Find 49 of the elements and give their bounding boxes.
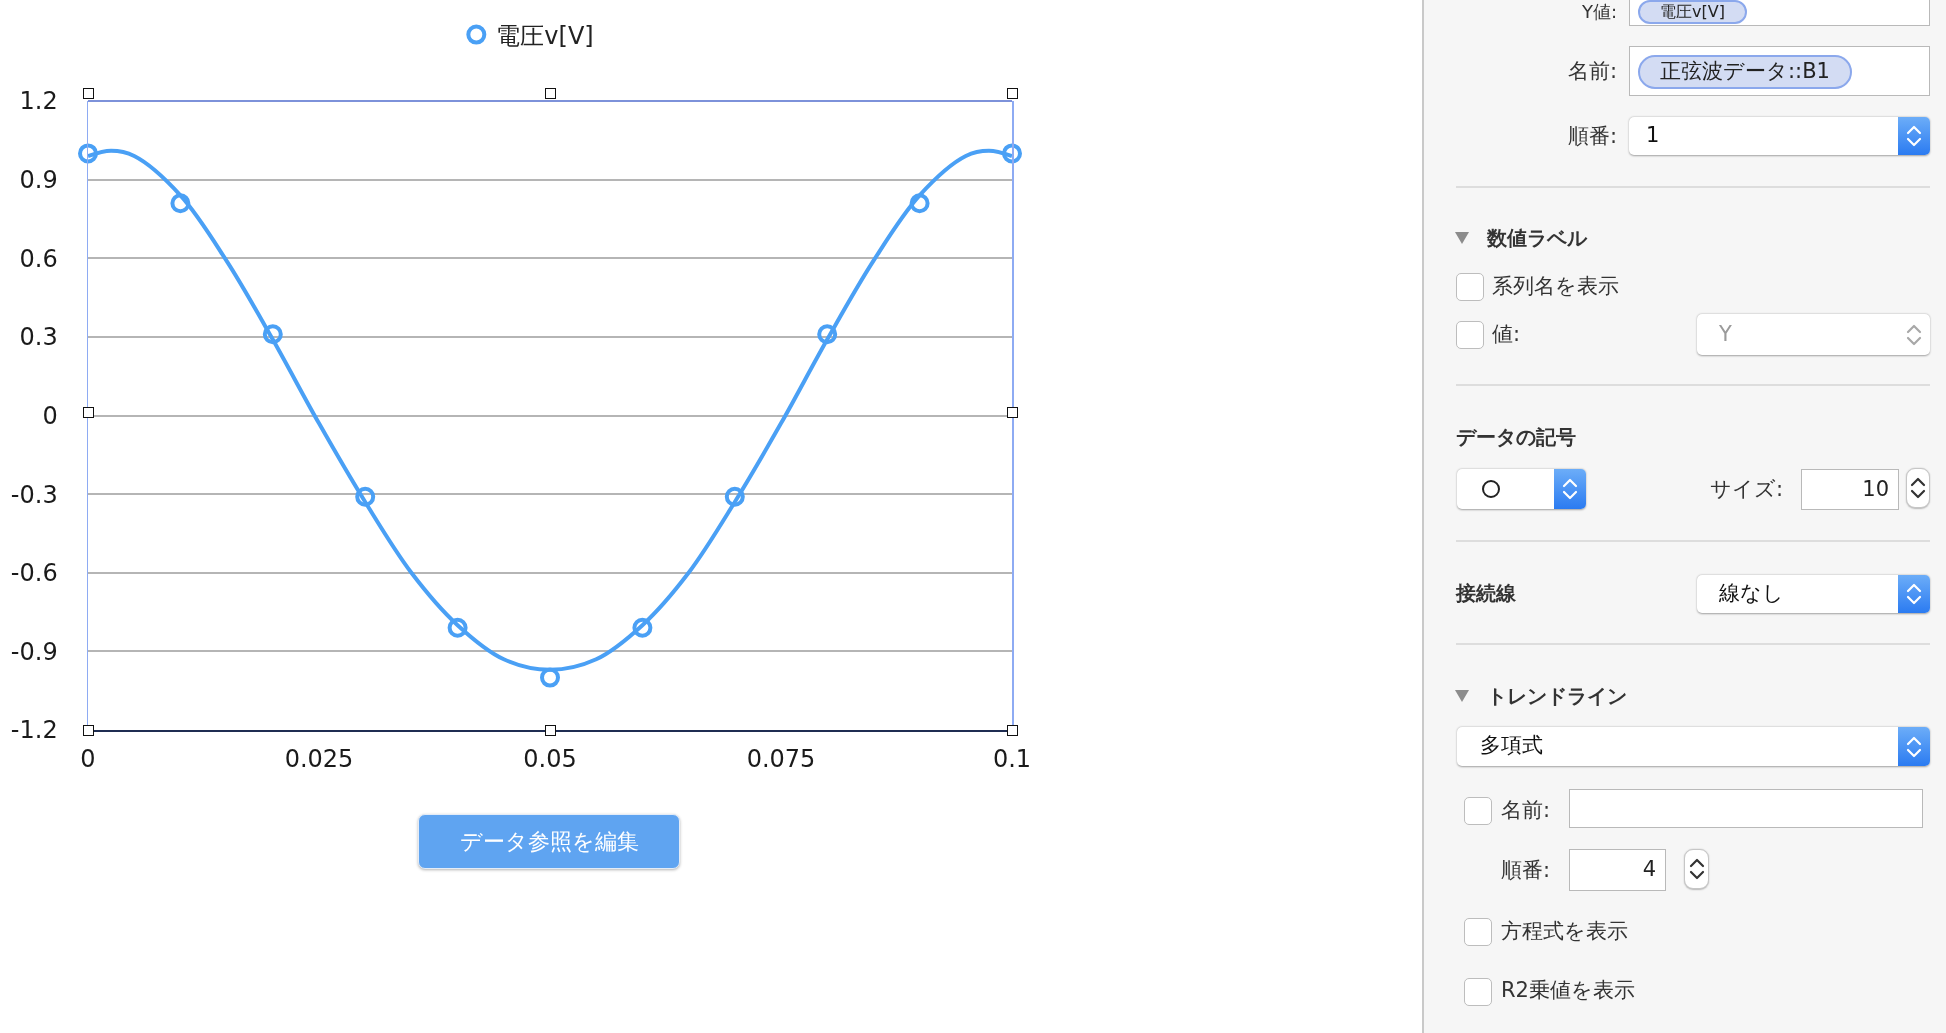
legend-label: 電圧v[V] <box>496 21 594 50</box>
text: 4 <box>1642 857 1656 883</box>
point <box>355 486 376 507</box>
text: Y <box>1719 322 1732 348</box>
text: 1 <box>1646 123 1660 149</box>
text: 線なし <box>1719 581 1784 607</box>
text: 値: <box>1492 322 1521 348</box>
x-tick-label: 0.025 <box>284 744 354 773</box>
y-tick-label: -0.3 <box>10 480 58 509</box>
point <box>724 486 745 507</box>
text: 多項式 <box>1480 733 1543 759</box>
point <box>262 324 283 345</box>
point <box>817 324 838 345</box>
y-tick-label: -0.6 <box>10 559 58 588</box>
y-tick-label: 0.9 <box>19 166 58 195</box>
token: 正弦波データ::B1 <box>1638 55 1852 89</box>
x-tick-label: 0.05 <box>523 744 577 773</box>
text: 方程式を表示 <box>1501 919 1628 945</box>
point <box>447 617 468 638</box>
y-tick-label: -1.2 <box>10 716 58 745</box>
point <box>632 617 653 638</box>
point <box>909 193 930 214</box>
text: 順番: <box>1567 124 1617 150</box>
point <box>1002 143 1022 164</box>
token: 電圧v[V] <box>1638 0 1747 24</box>
x-tick-label: 0.1 <box>992 744 1032 773</box>
text: 10 <box>1862 477 1889 503</box>
point <box>78 143 98 164</box>
text: データの記号 <box>1456 425 1576 449</box>
button: データ参照を編集 <box>418 814 680 869</box>
text: R2乗値を表示 <box>1501 978 1635 1004</box>
text: サイズ: <box>1709 477 1783 503</box>
text: トレンドライン <box>1487 684 1627 708</box>
y-tick-label: 0.3 <box>19 323 58 352</box>
text: Y値: <box>1581 1 1617 23</box>
text: 名前: <box>1501 798 1551 824</box>
text: 名前: <box>1567 59 1617 85</box>
x-tick-label: 0 <box>80 744 96 773</box>
y-tick-label: 0 <box>42 401 58 430</box>
text: 接続線 <box>1456 581 1516 605</box>
text: 順番: <box>1501 858 1551 884</box>
y-tick-label: 0.6 <box>19 244 58 273</box>
point <box>540 667 560 688</box>
text: 数値ラベル <box>1487 226 1587 250</box>
text: 系列名を表示 <box>1492 274 1619 300</box>
x-tick-label: 0.075 <box>746 744 816 773</box>
y-tick-label: -0.9 <box>10 637 58 666</box>
y-tick-label: 1.2 <box>19 87 58 116</box>
point <box>170 193 191 214</box>
